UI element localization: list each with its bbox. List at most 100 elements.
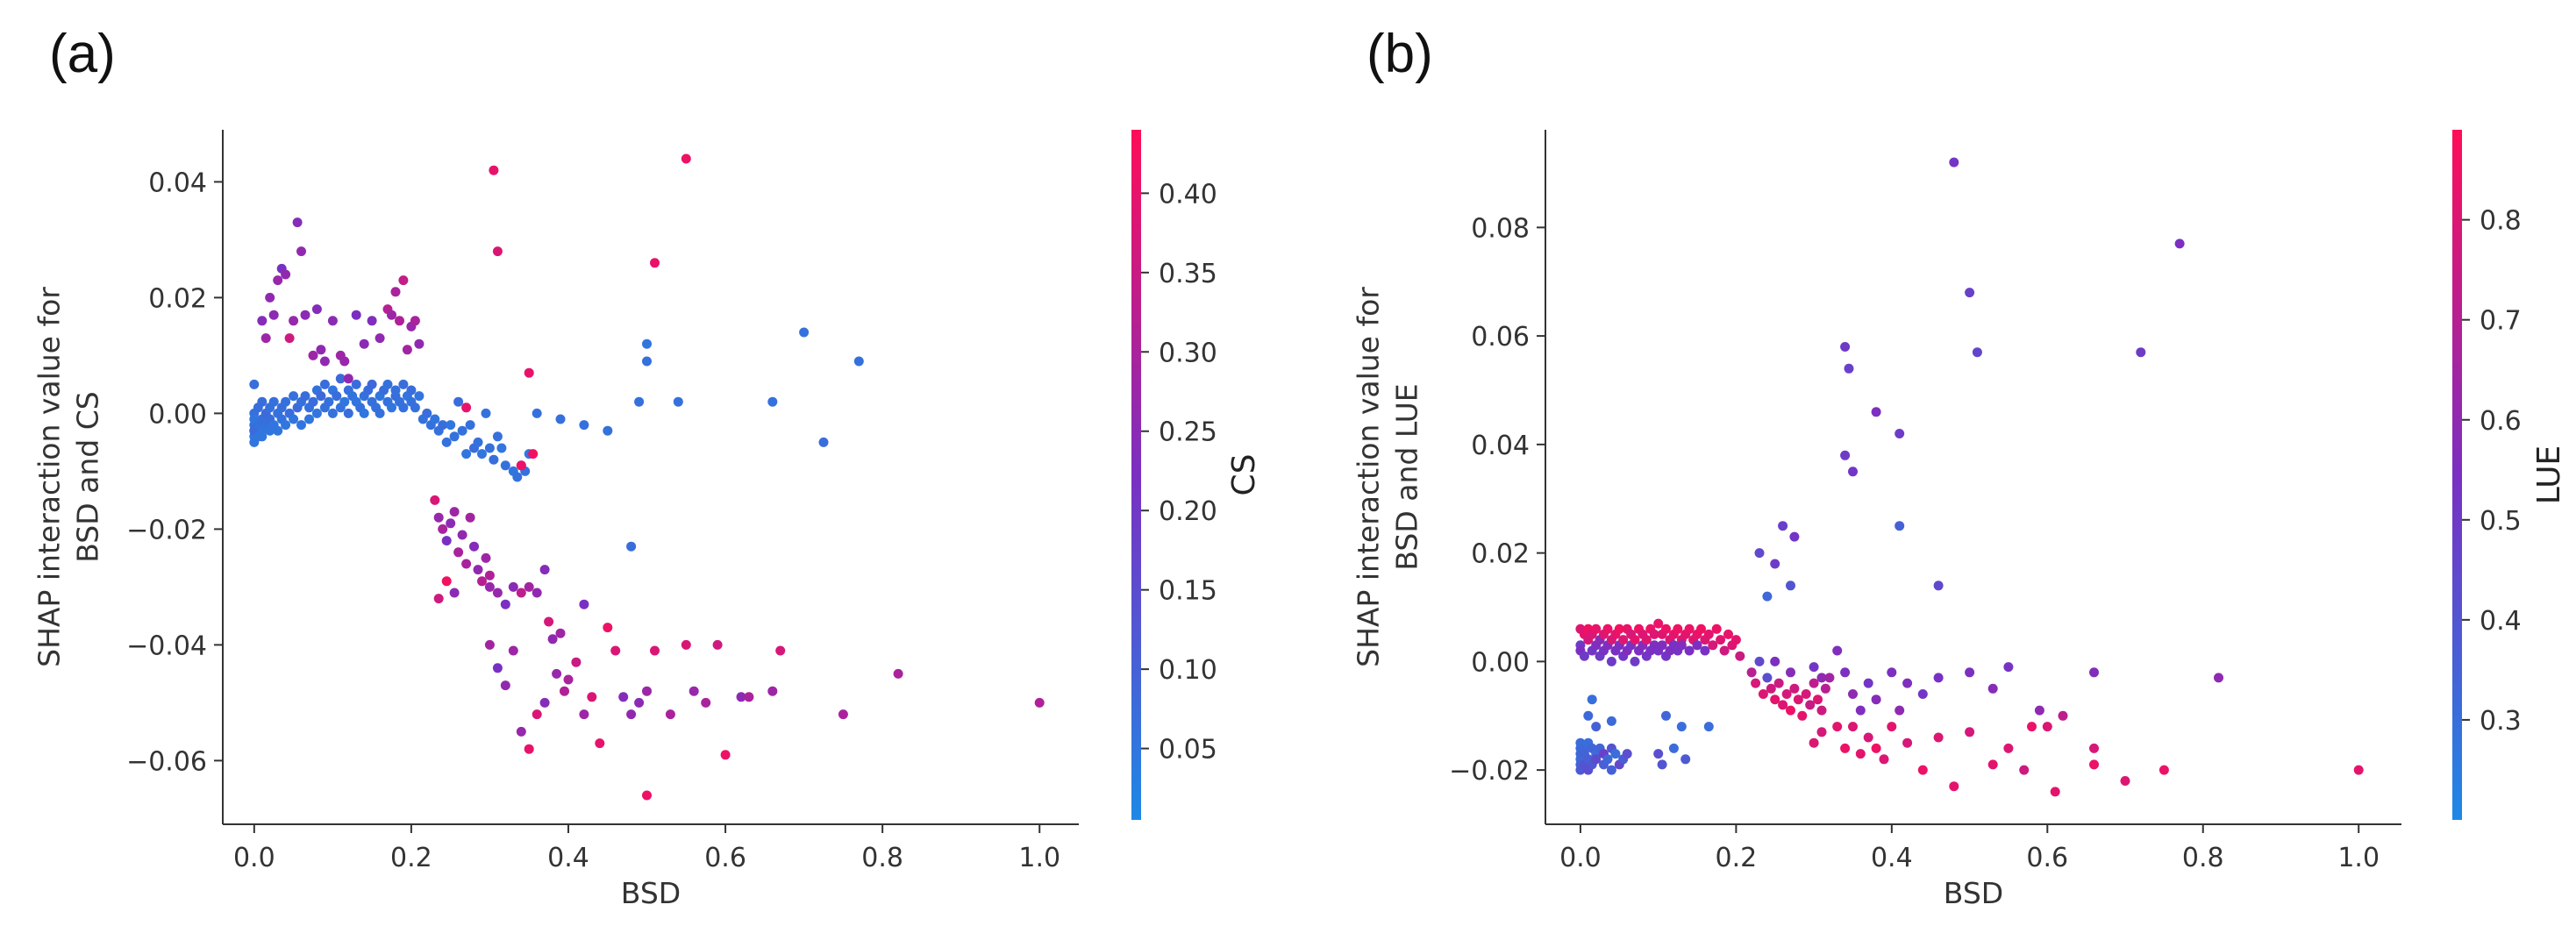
scatter-point — [332, 391, 342, 402]
x-tick-label: 0.0 — [1559, 843, 1602, 873]
scatter-point — [642, 356, 652, 367]
scatter-point — [492, 588, 503, 598]
scatter-point — [292, 217, 303, 228]
x-tick-label: 0.2 — [1716, 843, 1758, 873]
scatter-point — [2003, 662, 2014, 673]
scatter-point — [1786, 667, 1795, 678]
colorbar-tick-label: 0.3 — [2480, 706, 2522, 737]
scatter-point — [465, 420, 475, 431]
scatter-point — [273, 275, 283, 286]
scatter-point — [319, 356, 330, 367]
scatter-point — [818, 437, 829, 447]
scatter-point — [893, 668, 903, 679]
scatter-point — [461, 402, 472, 413]
y-tick-label: 0.00 — [148, 399, 207, 430]
scatter-point — [516, 588, 526, 598]
scatter-point — [1661, 623, 1671, 634]
scatter-point — [441, 576, 452, 587]
scatter-point — [2027, 722, 2037, 732]
scatter-point — [1887, 667, 1897, 678]
scatter-point — [2214, 673, 2223, 683]
y-axis-label-line: SHAP interaction value for — [1352, 287, 1386, 667]
colorbar-tick-label: 0.7 — [2480, 306, 2522, 337]
scatter-point — [316, 391, 326, 402]
scatter-point — [712, 639, 723, 650]
scatter-point — [489, 165, 499, 175]
colorbar — [2452, 130, 2462, 820]
scatter-point — [1754, 548, 1765, 559]
scatter-point — [1895, 429, 1905, 438]
scatter-point — [481, 552, 491, 563]
scatter-point — [1630, 635, 1640, 645]
scatter-point — [257, 396, 268, 407]
scatter-point — [1972, 347, 1982, 358]
scatter-point — [1855, 749, 1866, 759]
scatter-point — [2050, 787, 2060, 797]
y-axis-label-line: BSD and LUE — [1390, 383, 1424, 570]
colorbar-tick-label: 0.40 — [1159, 179, 1217, 210]
scatter-point — [496, 443, 507, 453]
scatter-point — [1676, 722, 1687, 732]
scatter-point — [681, 639, 691, 650]
scatter-point — [1696, 623, 1706, 634]
y-tick-label: −0.04 — [126, 630, 207, 661]
scatter-point — [1703, 629, 1714, 639]
scatter-point — [1657, 640, 1667, 651]
scatter-point — [441, 536, 452, 546]
scatter-point — [579, 599, 589, 609]
scatter-point — [319, 379, 330, 389]
scatter-point — [2174, 239, 2185, 249]
scatter-point — [603, 425, 613, 436]
scatter-point — [449, 431, 460, 442]
scatter-point — [512, 472, 523, 482]
scatter-point — [544, 616, 554, 627]
scatter-point — [642, 686, 652, 696]
scatter-point — [1602, 623, 1613, 634]
scatter-point — [449, 507, 460, 517]
scatter-point — [626, 541, 637, 552]
scatter-point — [289, 316, 299, 326]
scatter-point — [610, 645, 621, 656]
scatter-point — [492, 663, 503, 673]
panel-a-label: (a) — [49, 24, 116, 84]
scatter-point — [1871, 694, 1881, 705]
scatter-point — [1583, 710, 1594, 721]
y-tick-label: 0.04 — [1471, 431, 1530, 461]
x-axis-label: BSD — [1944, 876, 2003, 910]
scatter-point — [1754, 656, 1765, 666]
scatter-point — [1653, 618, 1664, 629]
scatter-point — [767, 396, 778, 407]
scatter-point — [579, 420, 589, 431]
scatter-point — [492, 431, 503, 442]
scatter-point — [387, 402, 396, 413]
scatter-point — [1809, 737, 1819, 748]
scatter-point — [296, 420, 306, 431]
scatter-point — [359, 338, 369, 349]
scatter-point — [1816, 705, 1827, 716]
scatter-point — [500, 599, 510, 609]
scatter-point — [1614, 623, 1624, 634]
scatter-point — [1746, 667, 1757, 678]
scatter-point — [324, 396, 334, 407]
scatter-point — [547, 634, 558, 645]
scatter-point — [2003, 743, 2014, 753]
scatter-point — [1840, 667, 1851, 678]
scatter-point — [1762, 591, 1773, 602]
scatter-point — [1778, 521, 1788, 531]
scatter-point — [273, 425, 283, 436]
scatter-point — [1661, 710, 1671, 721]
scatter-point — [539, 697, 550, 708]
scatter-point — [1895, 521, 1905, 531]
scatter-point — [410, 402, 420, 413]
scatter-point — [1917, 689, 1928, 699]
x-tick-label: 0.6 — [704, 843, 746, 873]
scatter-point — [300, 310, 310, 320]
scatter-point — [300, 391, 310, 402]
scatter-point — [335, 374, 346, 384]
scatter-point — [689, 686, 699, 696]
scatter-point — [1703, 722, 1714, 732]
scatter-point — [1816, 673, 1827, 683]
y-tick-label: 0.06 — [1471, 322, 1530, 353]
scatter-point — [1879, 754, 1889, 765]
